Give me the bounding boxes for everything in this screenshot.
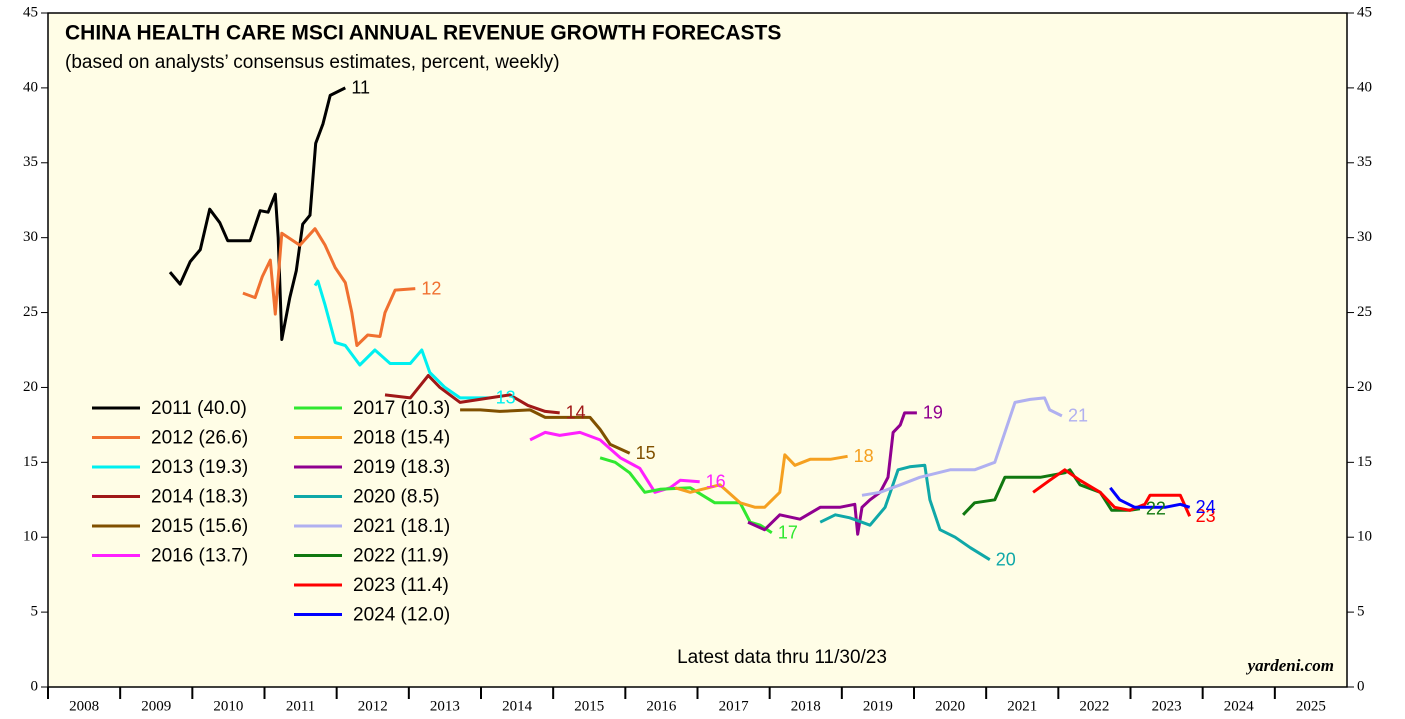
- y-tick-label: 0: [31, 678, 39, 694]
- series-line: [313, 279, 490, 400]
- x-tick-label: 2017: [719, 698, 750, 714]
- legend-label: 2021 (18.1): [353, 516, 450, 537]
- y-tick-label: 45: [23, 4, 38, 20]
- x-tick-label: 2022: [1079, 698, 1109, 714]
- x-tick-label: 2018: [791, 698, 821, 714]
- end-label: 13: [496, 388, 516, 408]
- y2-tick-label: 25: [1357, 304, 1372, 320]
- annotation: Latest data thru 11/30/23: [677, 647, 887, 668]
- end-label: 15: [636, 443, 656, 463]
- plot-area: [47, 12, 1348, 688]
- legend-label: 2016 (13.7): [151, 546, 248, 567]
- series-line: [674, 453, 848, 509]
- y-tick-label: 30: [23, 229, 38, 245]
- end-label: 14: [566, 403, 586, 423]
- y2-tick-label: 5: [1357, 604, 1365, 620]
- end-label: 21: [1068, 406, 1088, 426]
- x-tick-label: 2014: [502, 698, 533, 714]
- series-line: [1109, 486, 1191, 509]
- x-tick-label: 2021: [1007, 698, 1037, 714]
- y-tick-label: 5: [31, 604, 39, 620]
- y-tick-label: 10: [23, 529, 38, 545]
- x-tick-label: 2024: [1224, 698, 1255, 714]
- x-tick-label: 2019: [863, 698, 893, 714]
- series-line: [384, 374, 560, 415]
- y-tick-label: 25: [23, 304, 38, 320]
- end-label: 12: [421, 278, 441, 298]
- legend-label: 2023 (11.4): [353, 575, 449, 596]
- legend-label: 2024 (12.0): [353, 605, 450, 626]
- chart-subtitle: (based on analysts’ consensus estimates,…: [65, 52, 560, 73]
- series-line: [861, 396, 1063, 497]
- x-tick-label: 2025: [1296, 698, 1326, 714]
- y2-tick-label: 30: [1357, 229, 1372, 245]
- x-tick-label: 2010: [213, 698, 243, 714]
- y-tick-label: 20: [23, 379, 38, 395]
- series-line: [168, 86, 346, 341]
- y2-tick-label: 40: [1357, 79, 1372, 95]
- annotation: yardeni.com: [1246, 656, 1334, 675]
- x-tick-label: 2009: [141, 698, 171, 714]
- x-tick-label: 2013: [430, 698, 460, 714]
- legend-label: 2012 (26.6): [151, 428, 248, 449]
- x-tick-label: 2023: [1152, 698, 1182, 714]
- series-line: [242, 227, 416, 347]
- legend-label: 2020 (8.5): [353, 487, 440, 508]
- y-tick-label: 15: [23, 454, 38, 470]
- end-label: 11: [351, 78, 370, 98]
- y2-tick-label: 45: [1357, 4, 1372, 20]
- x-tick-label: 2008: [69, 698, 99, 714]
- y-tick-label: 40: [23, 79, 38, 95]
- end-label: 22: [1146, 499, 1166, 519]
- x-tick-label: 2011: [286, 698, 315, 714]
- end-label: 24: [1196, 497, 1216, 517]
- legend-label: 2019 (18.3): [353, 457, 450, 478]
- series-line: [819, 463, 991, 561]
- end-label: 20: [996, 549, 1016, 569]
- chart-title: CHINA HEALTH CARE MSCI ANNUAL REVENUE GR…: [65, 22, 781, 45]
- legend-label: 2013 (19.3): [151, 457, 248, 478]
- x-tick-label: 2020: [935, 698, 965, 714]
- legend-label: 2017 (10.3): [353, 398, 450, 419]
- series-line: [460, 408, 631, 455]
- end-label: 19: [923, 403, 943, 423]
- series-line: [529, 430, 700, 494]
- y2-tick-label: 35: [1357, 154, 1372, 170]
- series-line: [962, 468, 1141, 516]
- legend-label: 2015 (15.6): [151, 516, 248, 537]
- legend-label: 2014 (18.3): [151, 487, 248, 508]
- x-tick-label: 2016: [646, 698, 677, 714]
- legend-label: 2022 (11.9): [353, 546, 449, 567]
- end-label: 16: [706, 472, 726, 492]
- y2-tick-label: 15: [1357, 454, 1372, 470]
- y-tick-label: 35: [23, 154, 38, 170]
- y2-tick-label: 20: [1357, 379, 1372, 395]
- end-label: 17: [778, 522, 798, 542]
- y2-tick-label: 0: [1357, 678, 1365, 694]
- end-label: 18: [854, 446, 874, 466]
- y2-tick-label: 10: [1357, 529, 1372, 545]
- series-line: [1032, 468, 1192, 517]
- legend-label: 2011 (40.0): [151, 398, 247, 419]
- x-tick-label: 2015: [574, 698, 604, 714]
- legend-label: 2018 (15.4): [353, 428, 450, 449]
- end-label: 23: [1196, 506, 1216, 526]
- x-tick-label: 2012: [358, 698, 388, 714]
